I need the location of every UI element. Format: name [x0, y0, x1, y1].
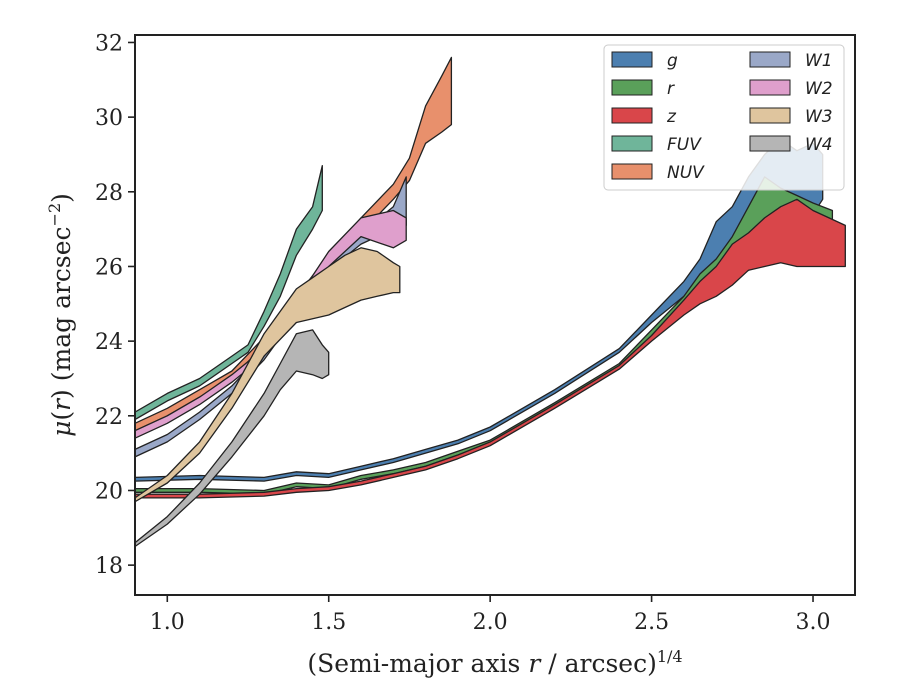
y-tick-label: 18	[95, 554, 123, 579]
legend-swatch-z	[611, 107, 653, 124]
legend-label-w2: W2	[805, 79, 833, 99]
series-band-w3	[135, 247, 401, 503]
legend-label-z: z	[666, 107, 677, 127]
y-axis-title: μ(r) (mag arcsec−2)	[45, 193, 76, 437]
series-band-z	[135, 198, 846, 499]
y-tick-label: 32	[95, 31, 123, 56]
series-band-w4	[135, 329, 330, 548]
x-tick-label: 3.0	[796, 610, 831, 635]
series-band-fuv	[135, 165, 323, 421]
x-axis-title: (Semi-major axis r / arcsec)1/4	[307, 647, 682, 678]
legend-swatch-nuv	[611, 163, 653, 180]
legend-label-fuv: FUV	[667, 135, 702, 155]
x-tick-label: 2.0	[473, 610, 508, 635]
y-tick-label: 24	[95, 330, 123, 355]
series-band-g	[135, 138, 824, 482]
legend-label-w3: W3	[805, 107, 833, 127]
legend-swatch-w2	[749, 79, 791, 96]
y-tick-label: 30	[95, 106, 123, 131]
plot-frame	[134, 34, 856, 596]
legend-swatch-g	[611, 51, 653, 68]
x-axis: 1.0 1.5 2.0 2.5 3.0	[150, 595, 831, 635]
x-tick-label: 1.0	[150, 610, 185, 635]
legend-swatch-w4	[749, 135, 791, 152]
x-tick-label: 2.5	[634, 610, 669, 635]
y-tick-label: 22	[95, 405, 123, 430]
x-tick-label: 1.5	[311, 610, 346, 635]
legend-swatch-fuv	[611, 135, 653, 152]
y-axis: 18 20 22 24 26 28 30 32	[95, 31, 135, 579]
legend-label-nuv: NUV	[667, 163, 705, 183]
legend-swatch-w1	[749, 51, 791, 68]
legend-swatch-r	[611, 79, 653, 96]
y-tick-label: 26	[95, 255, 123, 280]
legend-label-g: g	[667, 51, 678, 71]
legend-label-w1: W1	[805, 51, 833, 71]
y-tick-label: 28	[95, 181, 123, 206]
y-axis-label-text: μ(r) (mag arcsec−2)	[45, 193, 76, 437]
legend: grz FUV NUV W1 W2 W3 W4	[603, 44, 845, 191]
x-axis-label-text: (Semi-major axis r / arcsec)1/4	[307, 647, 682, 678]
legend-label-w4: W4	[805, 135, 833, 155]
y-tick-label: 20	[95, 479, 123, 504]
legend-label-r: r	[667, 79, 675, 99]
legend-swatch-w3	[749, 107, 791, 124]
